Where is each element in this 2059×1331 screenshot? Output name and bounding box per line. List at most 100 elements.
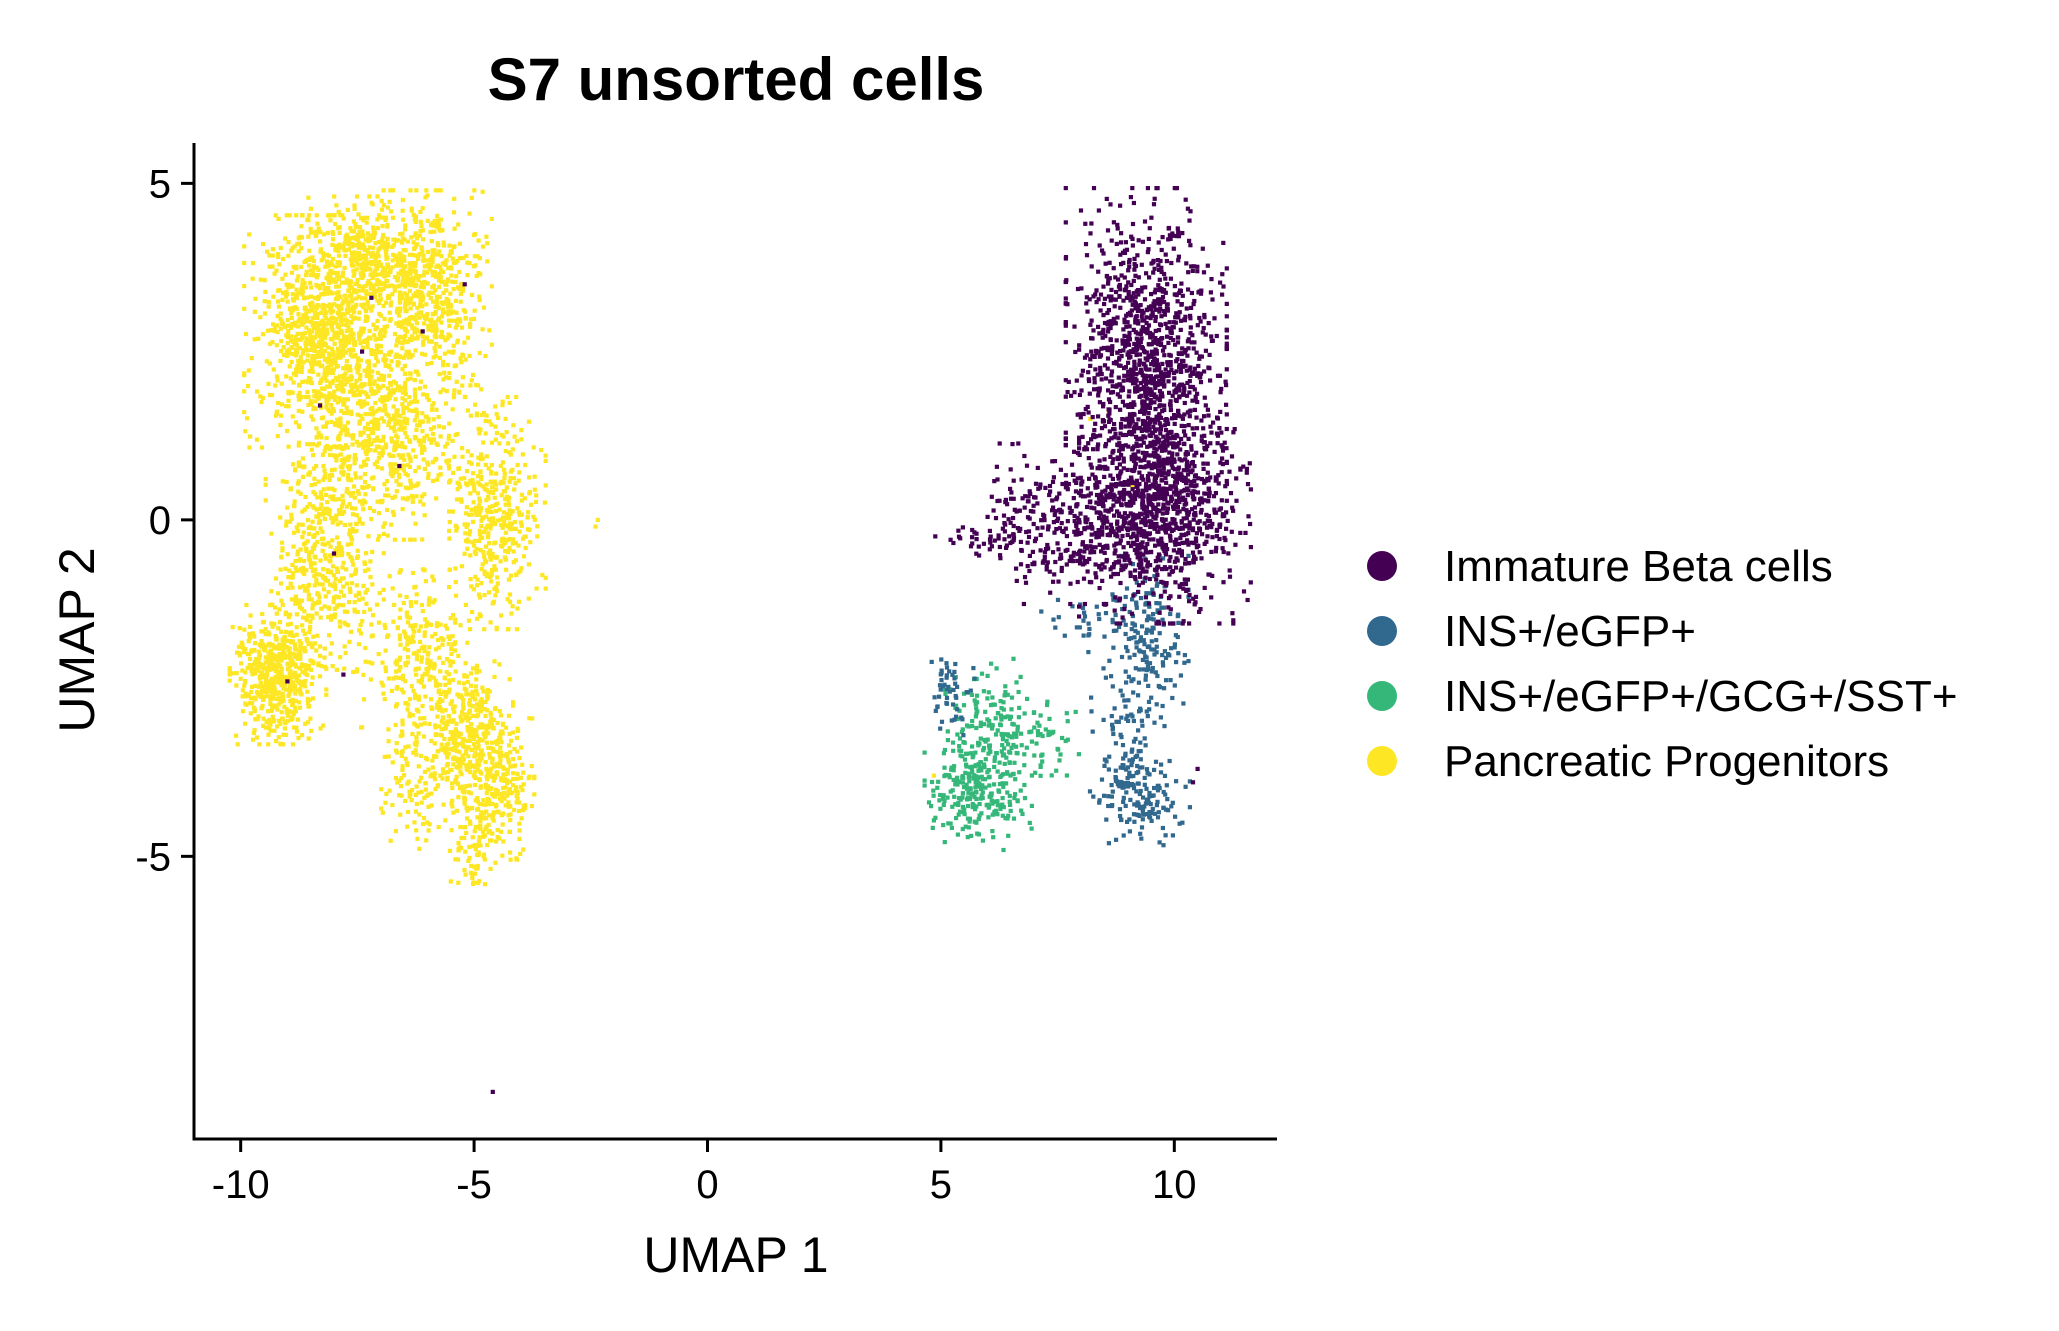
point-s3-3833 (308, 716, 313, 721)
point-s3-4002 (450, 634, 455, 639)
point-s3-2455 (489, 440, 494, 445)
point-s3-3546 (282, 704, 287, 709)
point-s3-2380 (340, 427, 345, 432)
point-s2-94 (1001, 732, 1006, 737)
point-s3-923 (277, 262, 282, 267)
point-s3-3916 (383, 625, 388, 630)
point-s3-274 (247, 232, 252, 237)
point-s3-1592 (440, 307, 445, 312)
point-s3-3649 (276, 675, 281, 680)
point-s3-2829 (484, 498, 489, 503)
point-s3-2658 (539, 447, 544, 453)
point-s2-86 (998, 699, 1003, 704)
point-s3-1173 (460, 352, 465, 357)
point-s3-2489 (465, 546, 470, 551)
point-s3-4814 (405, 762, 410, 768)
point-s3-1703 (385, 222, 390, 227)
point-s3-4569 (515, 771, 520, 777)
point-s3-1176 (432, 270, 437, 275)
point-s3-1073 (414, 236, 420, 241)
point-s3-2751 (493, 424, 498, 429)
point-s3-795 (370, 304, 375, 309)
point-s3-1118 (415, 305, 420, 310)
point-s3-3579 (285, 713, 290, 718)
point-s3-3298 (316, 592, 321, 597)
point-s3-4459 (465, 728, 470, 733)
point-s3-3181 (285, 505, 290, 510)
point-s3-1450 (416, 256, 421, 262)
point-s3-3143 (363, 645, 368, 651)
point-s3-1546 (433, 349, 438, 354)
point-s3-4209 (490, 740, 495, 745)
point-s2-78 (1038, 713, 1043, 718)
point-s3-1892 (352, 484, 357, 489)
point-s3-4685 (485, 787, 490, 792)
point-s3-1263 (437, 294, 442, 299)
point-s3-3851 (397, 570, 402, 575)
point-s3-2684 (503, 557, 509, 562)
point-s3-746 (403, 227, 408, 232)
point-s3-1822 (306, 234, 311, 239)
point-s3-4454 (444, 763, 450, 768)
point-s3-4488 (477, 752, 482, 757)
point-s3-967 (281, 353, 287, 358)
point-s3-4557 (495, 740, 500, 745)
point-s3-2270 (381, 419, 387, 424)
point-s3-3671 (281, 676, 286, 681)
point-s3-547 (280, 276, 285, 281)
point-s3-1636 (365, 260, 370, 265)
point-s3-3952 (411, 639, 416, 644)
point-s3-3932 (437, 655, 442, 660)
point-s3-3267 (319, 502, 324, 507)
point-s3-1723 (350, 254, 355, 259)
point-s3-950 (329, 358, 334, 364)
point-s3-3989 (414, 600, 419, 605)
point-s3-2860 (322, 553, 328, 558)
point-s3-2125 (348, 433, 354, 438)
point-s3-2863 (366, 567, 371, 572)
point-s3-506 (387, 373, 392, 378)
point-s3-2534 (502, 476, 507, 481)
point-s3-2665 (474, 505, 479, 510)
point-s3-1346 (472, 254, 477, 259)
point-s3-3204 (342, 522, 347, 528)
point-s3-3109 (349, 493, 354, 498)
point-s3-3469 (239, 661, 244, 666)
point-s3-2859 (306, 613, 311, 618)
point-s3-2754 (447, 480, 452, 485)
point-s3-3223 (309, 597, 314, 602)
point-s3-1713 (371, 283, 376, 289)
point-s3-3051 (381, 531, 386, 536)
point-s3-2335 (379, 500, 384, 505)
point-s3-3756 (306, 666, 311, 671)
point-s3-2759 (518, 568, 523, 574)
point-s3-4483 (461, 736, 466, 741)
point-s3-3689 (259, 688, 265, 693)
point-s3-2115 (426, 416, 431, 421)
point-s3-4037 (451, 677, 456, 682)
point-s3-3335 (293, 698, 298, 703)
point-s3-4552 (491, 811, 496, 817)
point-s3-779 (314, 306, 319, 311)
point-s3-3603 (281, 636, 286, 641)
point-s3-3731 (278, 677, 283, 682)
point-s3-2316 (458, 476, 463, 481)
point-s3-1332 (471, 264, 476, 269)
point-s3-3842 (299, 733, 305, 738)
point-s3-4530 (505, 781, 510, 786)
point-s3-4864 (403, 745, 408, 750)
point-s3-3217 (307, 582, 312, 587)
point-s3-1480 (415, 293, 420, 299)
point-s3-4770 (488, 866, 493, 871)
point-s3-1243 (414, 282, 419, 287)
point-s2-40 (1015, 724, 1020, 729)
point-s3-2648 (506, 441, 511, 446)
point-s3-1553 (413, 269, 418, 274)
point-s3-4715 (462, 835, 467, 841)
point-s3-505 (259, 399, 264, 405)
point-s3-3023 (263, 477, 268, 482)
point-s3-3628 (276, 735, 281, 740)
point-s3-4119 (446, 770, 451, 775)
point-s3-718 (276, 304, 282, 309)
point-s3-2821 (478, 614, 483, 619)
